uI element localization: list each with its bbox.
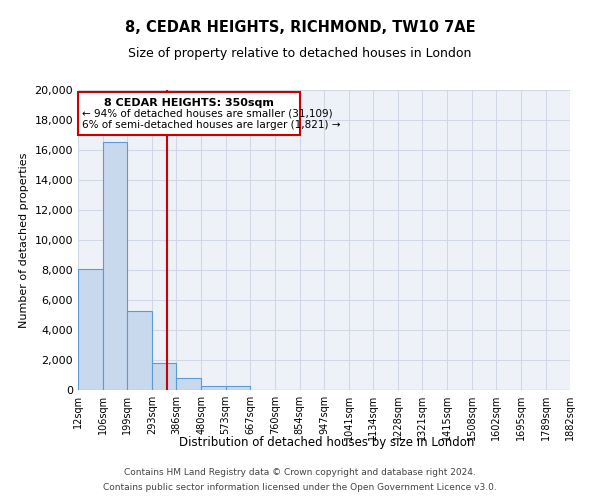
FancyBboxPatch shape xyxy=(78,92,299,135)
Text: Contains public sector information licensed under the Open Government Licence v3: Contains public sector information licen… xyxy=(103,483,497,492)
Text: Contains HM Land Registry data © Crown copyright and database right 2024.: Contains HM Land Registry data © Crown c… xyxy=(124,468,476,477)
Bar xyxy=(176,378,201,390)
Bar xyxy=(127,310,152,390)
Bar xyxy=(201,386,226,390)
Text: Distribution of detached houses by size in London: Distribution of detached houses by size … xyxy=(179,436,475,449)
Text: 8, CEDAR HEIGHTS, RICHMOND, TW10 7AE: 8, CEDAR HEIGHTS, RICHMOND, TW10 7AE xyxy=(125,20,475,35)
Text: ← 94% of detached houses are smaller (31,109): ← 94% of detached houses are smaller (31… xyxy=(82,108,332,118)
Bar xyxy=(78,268,103,390)
Y-axis label: Number of detached properties: Number of detached properties xyxy=(19,152,29,328)
Text: Size of property relative to detached houses in London: Size of property relative to detached ho… xyxy=(128,48,472,60)
Bar xyxy=(226,386,250,390)
Text: 6% of semi-detached houses are larger (1,821) →: 6% of semi-detached houses are larger (1… xyxy=(82,120,340,130)
Bar xyxy=(152,363,176,390)
Text: 8 CEDAR HEIGHTS: 350sqm: 8 CEDAR HEIGHTS: 350sqm xyxy=(104,98,274,108)
Bar xyxy=(103,142,127,390)
